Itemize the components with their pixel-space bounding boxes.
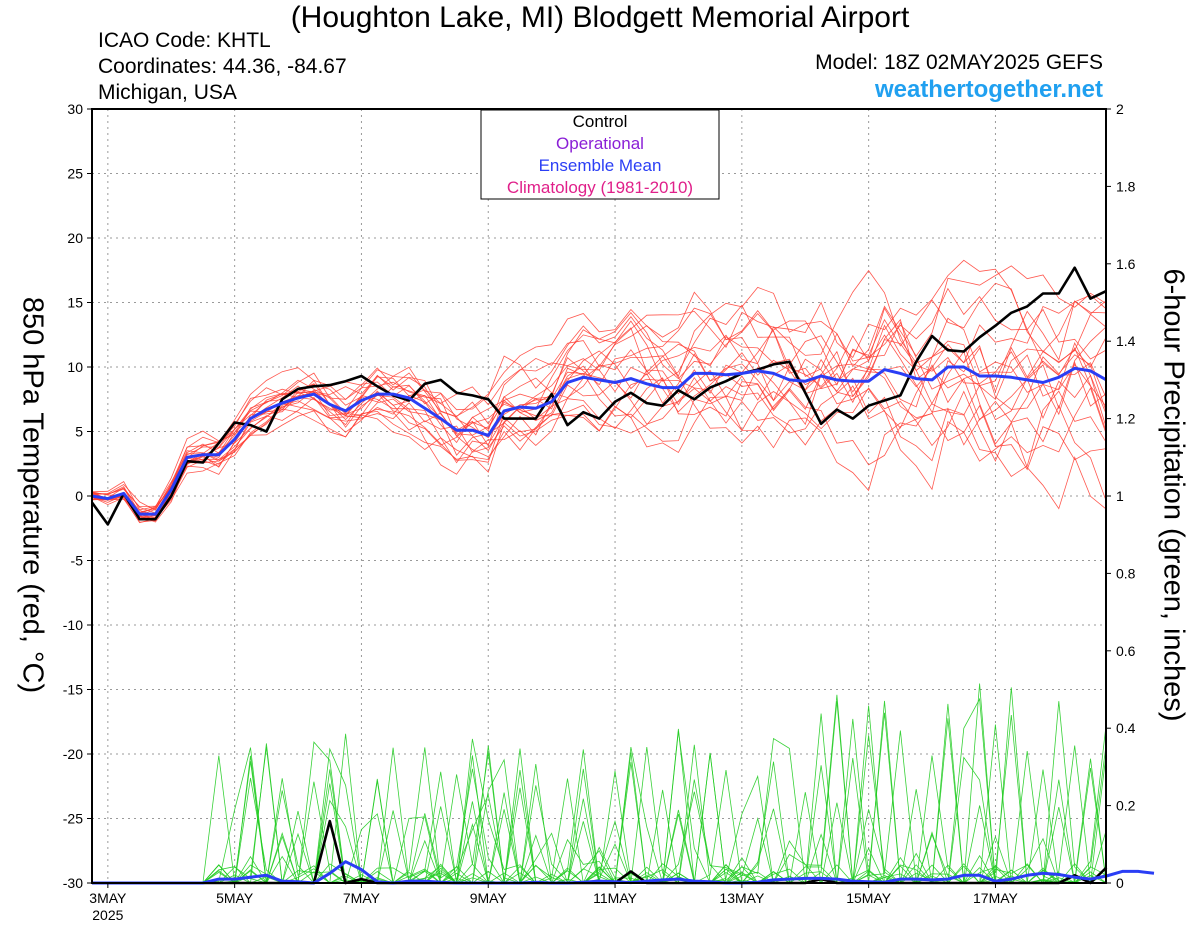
x-tick-label: 11MAY [593,890,637,906]
member-precip-line [92,712,1107,884]
y2-tick-label: 0.8 [1116,565,1136,581]
y2-tick-label: 0 [1116,875,1124,891]
location: Michigan, USA [98,81,237,104]
member-temp-line [91,317,1107,513]
x-tick-label: 5MAY [216,890,254,906]
y2-tick-label: 1.6 [1116,256,1136,272]
legend: Control Operational Ensemble Mean Climatolo… [480,109,720,200]
member-temp-line [91,374,1107,520]
x-tick-label: 9MAY [470,890,508,906]
member-temp-line [91,259,1107,511]
member-temp-line [91,365,1107,514]
member-precip-line [92,744,1107,884]
y-tick-label: -15 [63,682,83,698]
x-tick-sublabel: 2025 [92,907,123,923]
y-tick-label: 20 [67,230,83,246]
legend-entry: Climatology (1981-2010) [507,178,693,197]
member-precip-line [92,697,1107,884]
member-precip-line [92,715,1107,885]
y-tick-label: 5 [75,424,83,440]
y-tick-label: -25 [63,811,83,827]
page-title: (Houghton Lake, MI) Blodgett Memorial Ai… [290,1,910,34]
member-temp-line [91,282,1107,522]
member-temp-line [91,265,1107,515]
legend-box [480,109,720,200]
y2-tick-label: 1.8 [1116,178,1136,194]
icao-code: ICAO Code: KHTL [98,29,271,52]
member-temperature-lines [91,259,1107,524]
model-run: Model: 18Z 02MAY2025 GEFS [815,51,1103,74]
legend-entry: Ensemble Mean [539,156,662,175]
member-precip-line [92,700,1107,884]
y-tick-label: 25 [67,166,83,182]
y2-tick-label: 0.2 [1116,798,1136,814]
coordinates: Coordinates: 44.36, -84.67 [98,55,347,78]
legend-entry: Control [573,112,628,131]
member-temp-line [91,326,1107,514]
member-precip-line [92,731,1107,885]
y2-tick-label: 2 [1116,101,1124,117]
y-tick-label: -5 [71,553,84,569]
x-tick-label: 13MAY [719,890,765,906]
legend-entry: Operational [556,134,644,153]
member-precip-line [92,721,1107,885]
member-precip-line [92,701,1107,885]
x-tick-label: 3MAY [89,890,127,906]
plot-frame [91,108,1107,884]
member-temp-line [91,341,1107,517]
member-temp-line [91,300,1107,520]
control-temperature-line [90,266,1107,526]
member-temp-line [91,313,1107,516]
y-tick-label: 15 [67,295,83,311]
x-tick-label: 15MAY [846,890,892,906]
member-precip-line [92,747,1107,884]
y-tick-label: 10 [67,359,83,375]
y2-tick-label: 1.2 [1116,411,1136,427]
site-link[interactable]: weathertogether.net [874,76,1103,103]
y-tick-label: -20 [63,746,83,762]
y2-tick-label: 0.6 [1116,643,1136,659]
y-tick-label: 0 [75,488,83,504]
member-precipitation-lines [92,683,1107,885]
ensemble-mean-temperature-line [91,365,1108,516]
y2-tick-label: 1 [1116,488,1124,504]
y-tick-label: 30 [67,101,83,117]
member-precip-line [92,701,1107,885]
member-temp-line [91,385,1107,520]
x-tick-label: 7MAY [343,890,381,906]
member-precip-line [92,694,1107,884]
y2-tick-label: 1.4 [1116,333,1136,349]
y-tick-label: -10 [63,617,83,633]
y-tick-label: -30 [63,875,83,891]
x-tick-label: 17MAY [973,890,1019,906]
member-precip-line [92,683,1107,885]
y2-tick-label: 0.4 [1116,720,1136,736]
member-temp-line [91,269,1107,518]
axes: 302520151050-5-10-15-20-25-3021.81.61.41… [63,101,1136,923]
grid-lines [92,109,1106,883]
